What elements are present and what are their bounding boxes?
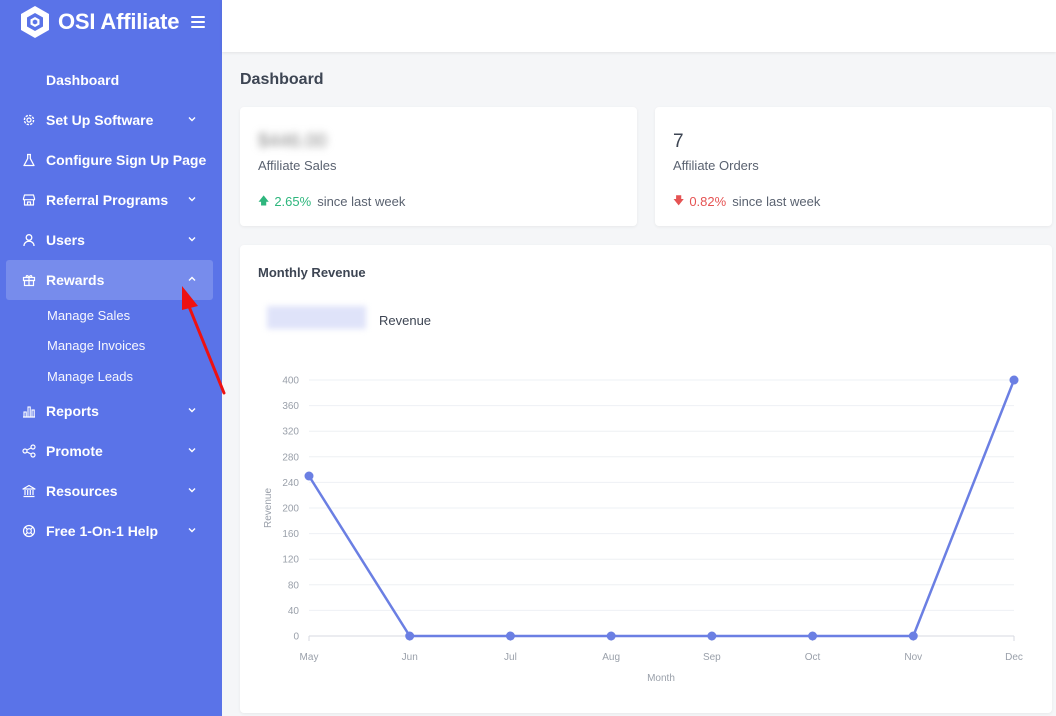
sidebar-item-free-help[interactable]: Free 1-On-1 Help bbox=[6, 511, 213, 551]
gear-icon bbox=[22, 113, 36, 127]
sidebar-item-rewards[interactable]: Rewards bbox=[6, 260, 213, 300]
data-point bbox=[405, 631, 415, 641]
affiliate-orders-card: 7 Affiliate Orders 🡇 0.82% since last we… bbox=[655, 107, 1052, 226]
x-tick-label: Jul bbox=[504, 652, 517, 663]
brand-name: OSI Affiliate bbox=[58, 9, 180, 34]
store-icon bbox=[22, 193, 36, 207]
sidebar-item-dashboard[interactable]: Dashboard bbox=[6, 60, 213, 100]
sidebar-item-label: Configure Sign Up Page bbox=[46, 152, 207, 168]
blank-icon bbox=[22, 73, 36, 87]
x-tick-label: May bbox=[300, 652, 319, 663]
sidebar-item-resources[interactable]: Resources bbox=[6, 471, 213, 511]
y-tick-label: 0 bbox=[293, 632, 299, 643]
legend-swatch[interactable] bbox=[267, 306, 366, 329]
change-period: since last week bbox=[317, 194, 406, 209]
page-title: Dashboard bbox=[240, 71, 324, 88]
sidebar-item-label: Free 1-On-1 Help bbox=[46, 523, 159, 539]
sidebar-item-configure-sign-up-page[interactable]: Configure Sign Up Page bbox=[6, 140, 213, 180]
change-percent: 0.82% bbox=[689, 194, 727, 209]
flask-icon bbox=[22, 153, 36, 167]
top-bar bbox=[222, 0, 1056, 52]
affiliate-orders-label: Affiliate Orders bbox=[673, 158, 759, 173]
submenu-item-manage-sales[interactable]: Manage Sales bbox=[47, 308, 131, 323]
sidebar-item-label: Users bbox=[46, 232, 85, 248]
arrow-down-icon: 🡇 bbox=[673, 195, 685, 207]
y-tick-label: 80 bbox=[288, 580, 300, 591]
chevron-down-icon bbox=[188, 117, 196, 122]
affiliate-sales-label: Affiliate Sales bbox=[258, 158, 337, 173]
monthly-revenue-card: Monthly Revenue Revenue 0 40 80 120 160 200 24… bbox=[240, 245, 1052, 713]
user-icon bbox=[22, 233, 36, 247]
affiliate-sales-value: $446.00 bbox=[258, 131, 327, 152]
x-tick-label: Nov bbox=[904, 652, 922, 663]
brand: OSI Affiliate bbox=[0, 0, 222, 44]
lifebuoy-icon bbox=[22, 524, 36, 538]
data-point bbox=[1009, 375, 1019, 385]
x-tick-label: Sep bbox=[703, 652, 721, 663]
bar-chart-icon bbox=[22, 404, 36, 418]
x-tick-label: Dec bbox=[1005, 652, 1023, 663]
chevron-down-icon bbox=[188, 197, 196, 202]
x-tick-label: Aug bbox=[602, 652, 620, 663]
chevron-down-icon bbox=[188, 448, 196, 453]
series-line bbox=[307, 379, 1016, 638]
sidebar-item-label: Referral Programs bbox=[46, 192, 169, 208]
sidebar-item-label: Resources bbox=[46, 483, 118, 499]
data-point bbox=[808, 631, 818, 641]
y-tick-label: 160 bbox=[282, 529, 299, 540]
y-tick-label: 360 bbox=[282, 401, 299, 412]
submenu-item-manage-leads[interactable]: Manage Leads bbox=[47, 369, 134, 384]
chevron-down-icon bbox=[188, 488, 196, 493]
share-icon bbox=[22, 444, 36, 458]
y-tick-label: 240 bbox=[282, 478, 299, 489]
sidebar-item-reports[interactable]: Reports bbox=[6, 391, 213, 431]
sidebar-item-label: Set Up Software bbox=[46, 112, 154, 128]
sidebar-item-set-up-software[interactable]: Set Up Software bbox=[6, 100, 213, 140]
y-tick-label: 200 bbox=[282, 504, 299, 515]
hamburger-menu-icon[interactable] bbox=[191, 16, 206, 28]
y-tick-label: 40 bbox=[288, 606, 300, 617]
y-tick-label: 280 bbox=[282, 452, 299, 463]
sidebar-item-referral-programs[interactable]: Referral Programs bbox=[6, 180, 213, 220]
sidebar: OSI Affiliate Dashboard Set Up Software … bbox=[0, 0, 222, 716]
chart-title: Monthly Revenue bbox=[258, 265, 366, 280]
sidebar-item-promote[interactable]: Promote bbox=[6, 431, 213, 471]
sidebar-item-label: Reports bbox=[46, 403, 99, 419]
revenue-line-chart: 0 40 80 120 160 200 240 280 320 360 400 May Jun Jul Au… bbox=[263, 375, 1023, 684]
legend-label[interactable]: Revenue bbox=[379, 313, 432, 328]
chevron-down-icon bbox=[188, 528, 196, 533]
arrow-up-icon: 🡅 bbox=[258, 195, 270, 207]
chevron-up-icon bbox=[188, 276, 196, 281]
y-tick-label: 320 bbox=[282, 427, 299, 438]
x-tick-label: Jun bbox=[402, 652, 418, 663]
annotation-arrow-icon bbox=[182, 286, 226, 395]
osi-logo-icon[interactable] bbox=[18, 4, 52, 40]
data-point bbox=[505, 631, 515, 641]
affiliate-orders-change: 🡇 0.82% since last week bbox=[673, 192, 820, 211]
y-tick-label: 400 bbox=[282, 376, 299, 387]
affiliate-sales-card: $446.00 Affiliate Sales 🡅 2.65% since la… bbox=[240, 107, 637, 226]
data-point bbox=[908, 631, 918, 641]
submenu-item-manage-invoices[interactable]: Manage Invoices bbox=[47, 338, 146, 353]
change-percent: 2.65% bbox=[274, 194, 312, 209]
bank-icon bbox=[22, 484, 36, 498]
affiliate-orders-value: 7 bbox=[673, 131, 684, 152]
data-point bbox=[304, 471, 314, 481]
chevron-down-icon bbox=[188, 237, 196, 242]
y-axis-title: Revenue bbox=[263, 488, 274, 528]
change-period: since last week bbox=[732, 194, 821, 209]
sidebar-item-users[interactable]: Users bbox=[6, 220, 213, 260]
data-point bbox=[707, 631, 717, 641]
chevron-down-icon bbox=[188, 408, 196, 413]
x-axis-title: Month bbox=[647, 673, 675, 684]
sidebar-item-label: Dashboard bbox=[46, 72, 120, 88]
affiliate-sales-change: 🡅 2.65% since last week bbox=[258, 192, 405, 211]
y-tick-label: 120 bbox=[282, 555, 299, 566]
sidebar-item-label: Promote bbox=[46, 443, 103, 459]
x-tick-label: Oct bbox=[805, 652, 821, 663]
sidebar-item-label: Rewards bbox=[46, 272, 105, 288]
data-point bbox=[606, 631, 616, 641]
gift-icon bbox=[22, 273, 36, 287]
